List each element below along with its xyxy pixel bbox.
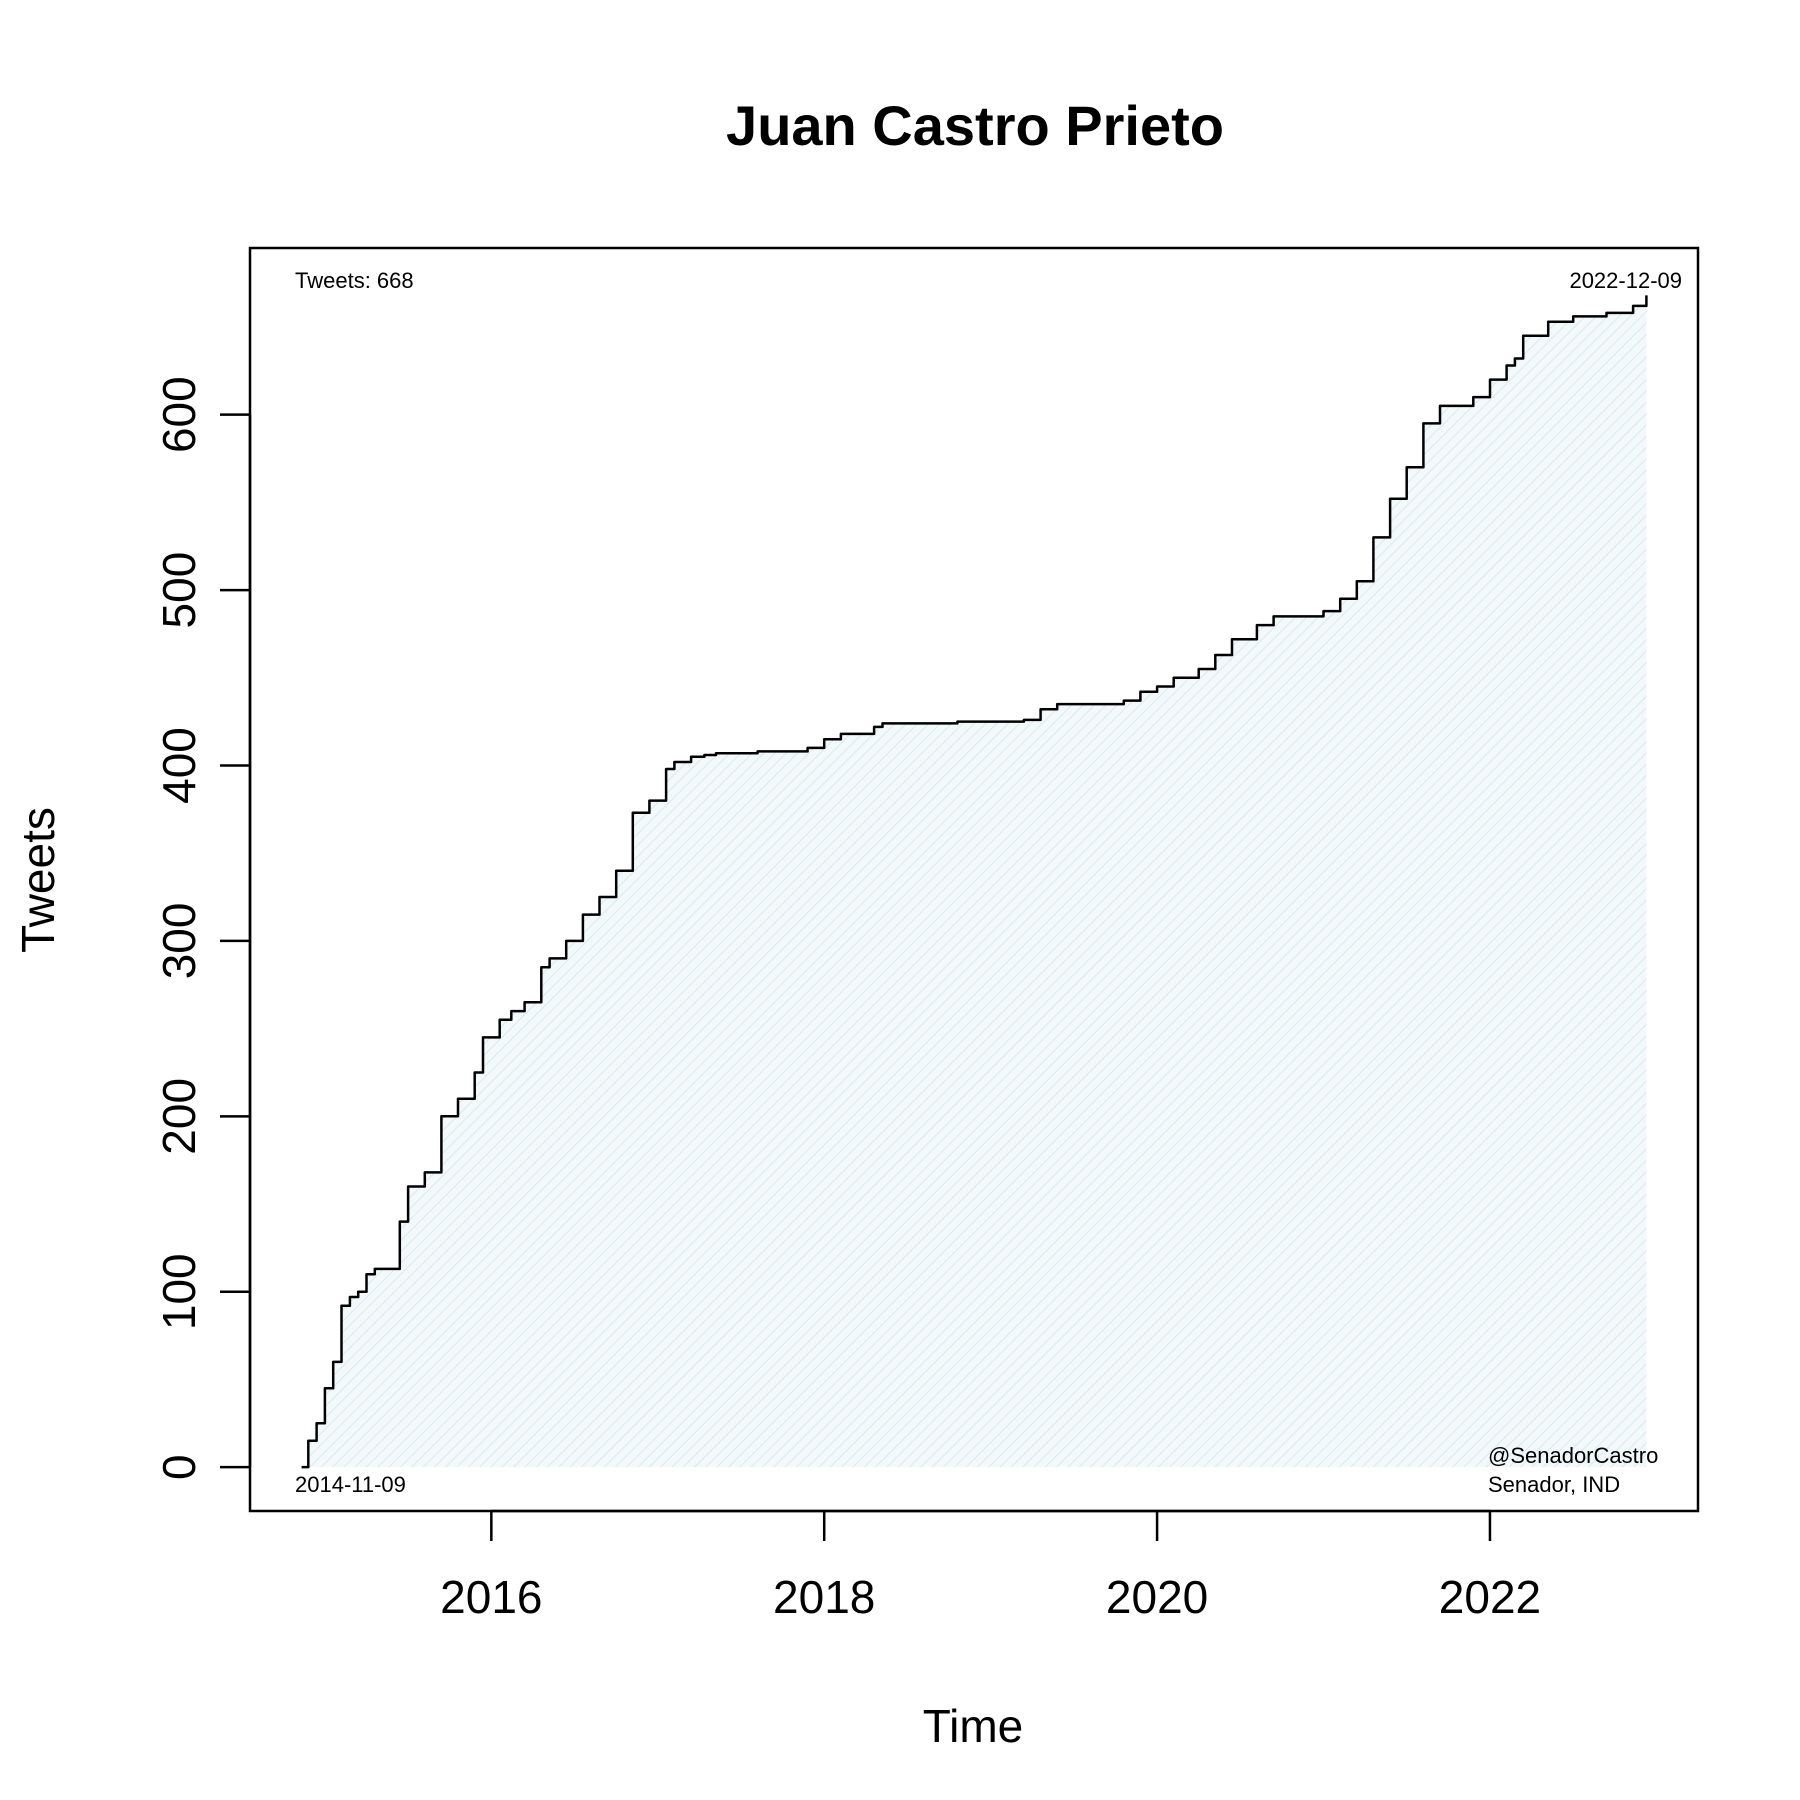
y-tick-label: 500 xyxy=(153,552,205,629)
y-tick-label: 300 xyxy=(153,903,205,980)
x-tick-label: 2022 xyxy=(1439,1571,1541,1623)
x-axis-label: Time xyxy=(923,1700,1024,1752)
y-tick-label: 0 xyxy=(153,1454,205,1480)
x-tick-label: 2016 xyxy=(440,1571,542,1623)
role-annotation: Senador, IND xyxy=(1488,1472,1620,1497)
tweet-count-annotation: Tweets: 668 xyxy=(295,268,414,293)
y-tick-label: 100 xyxy=(153,1253,205,1330)
y-axis-label: Tweets xyxy=(12,807,64,953)
x-axis: 2016 2018 2020 2022 xyxy=(440,1509,1541,1623)
start-date-annotation: 2014-11-09 xyxy=(295,1472,406,1497)
chart-title: Juan Castro Prieto xyxy=(726,94,1224,157)
y-tick-label: 200 xyxy=(153,1078,205,1155)
handle-annotation: @SenadorCastro xyxy=(1488,1443,1658,1468)
x-tick-label: 2020 xyxy=(1106,1571,1208,1623)
x-tick-label: 2018 xyxy=(773,1571,875,1623)
series-area xyxy=(301,295,1647,1468)
plot-area xyxy=(301,295,1648,1469)
y-tick-label: 600 xyxy=(153,376,205,453)
end-date-annotation: 2022-12-09 xyxy=(1569,268,1682,293)
y-tick-label: 400 xyxy=(153,727,205,804)
y-axis: 0 100 200 300 400 500 600 xyxy=(153,376,252,1480)
series-line xyxy=(301,295,1648,1469)
